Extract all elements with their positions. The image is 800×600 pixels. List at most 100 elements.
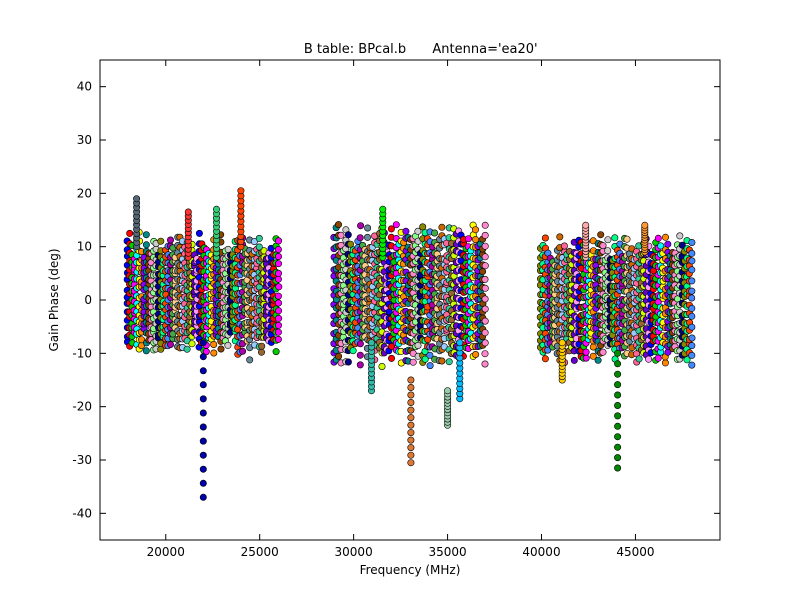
data-point — [407, 429, 415, 437]
data-point — [274, 269, 282, 277]
data-point — [426, 362, 434, 370]
data-point — [481, 329, 489, 337]
data-point — [688, 351, 696, 359]
data-point — [409, 358, 417, 366]
data-point — [445, 358, 453, 366]
y-tick-label: -40 — [72, 506, 92, 520]
data-point — [157, 237, 165, 245]
data-point — [367, 339, 375, 347]
data-point — [210, 349, 218, 357]
data-point — [274, 246, 282, 254]
data-point — [224, 245, 232, 253]
data-point — [654, 354, 662, 362]
data-point — [167, 340, 175, 348]
data-point — [438, 357, 446, 365]
data-point — [676, 232, 684, 240]
data-point — [604, 247, 612, 255]
data-point — [407, 391, 415, 399]
data-point — [169, 330, 177, 338]
data-point — [688, 361, 696, 369]
data-point — [594, 356, 602, 364]
data-point — [472, 350, 480, 358]
data-point — [481, 305, 489, 313]
data-point — [195, 229, 203, 237]
data-point — [419, 223, 427, 231]
data-point — [407, 421, 415, 429]
x-tick-label: 45000 — [616, 545, 654, 559]
x-tick-label: 35000 — [428, 545, 466, 559]
data-point — [623, 235, 631, 243]
data-point — [688, 266, 696, 274]
data-point — [407, 459, 415, 467]
x-tick-label: 25000 — [241, 545, 279, 559]
x-tick-label: 30000 — [335, 545, 373, 559]
x-tick-label: 20000 — [147, 545, 185, 559]
data-point — [444, 387, 452, 395]
data-point — [661, 233, 669, 241]
data-point — [407, 444, 415, 452]
data-point — [604, 236, 612, 244]
data-point — [560, 242, 568, 250]
data-point — [481, 360, 489, 368]
data-point — [388, 342, 396, 350]
data-point — [472, 236, 480, 244]
y-tick-label: 30 — [77, 133, 92, 147]
y-tick-label: -30 — [72, 453, 92, 467]
data-point — [688, 294, 696, 302]
data-point — [346, 240, 354, 248]
data-point — [614, 464, 622, 472]
data-point — [142, 231, 150, 239]
data-point — [481, 253, 489, 261]
data-point — [471, 226, 479, 234]
data-point — [597, 231, 605, 239]
y-tick-label: 40 — [77, 80, 92, 94]
data-point — [582, 354, 590, 362]
data-point — [402, 227, 410, 235]
data-point — [334, 221, 342, 229]
data-point — [479, 267, 487, 275]
data-point — [407, 376, 415, 384]
data-point — [481, 295, 489, 303]
data-point — [188, 340, 196, 348]
data-point — [142, 241, 150, 249]
data-point — [541, 355, 549, 363]
data-point — [614, 454, 622, 462]
data-point — [387, 225, 395, 233]
data-point — [275, 237, 283, 245]
data-point — [210, 340, 218, 348]
data-point — [199, 493, 207, 501]
data-point — [246, 356, 254, 364]
data-point — [481, 317, 489, 325]
data-point — [364, 224, 372, 232]
y-tick-label: -10 — [72, 346, 92, 360]
data-point — [614, 360, 622, 368]
x-tick-label: 40000 — [522, 545, 560, 559]
data-point — [213, 205, 221, 213]
data-point — [257, 348, 265, 356]
data-point — [199, 465, 207, 473]
ticks-layer: 20000 25000 30000 35000 40000 45000 -40 -30 -20 -… — [72, 60, 720, 559]
data-point — [199, 381, 207, 389]
data-point — [379, 205, 387, 213]
y-tick-label: 10 — [77, 240, 92, 254]
data-point — [199, 353, 207, 361]
data-point — [272, 348, 280, 356]
y-tick-label: 0 — [84, 293, 92, 307]
data-point — [541, 234, 549, 242]
data-point — [678, 241, 686, 249]
data-point — [688, 277, 696, 285]
data-point — [589, 352, 597, 360]
data-point — [456, 339, 464, 347]
y-axis-label: Gain Phase (deg) — [47, 248, 61, 351]
data-point — [635, 355, 643, 363]
data-point — [183, 345, 191, 353]
data-point — [481, 350, 489, 358]
data-point — [167, 236, 175, 244]
data-point — [657, 242, 665, 250]
data-point — [481, 231, 489, 239]
data-point — [645, 355, 653, 363]
data-point — [558, 339, 566, 347]
data-point — [337, 231, 345, 239]
data-point — [199, 423, 207, 431]
data-point — [142, 347, 150, 355]
